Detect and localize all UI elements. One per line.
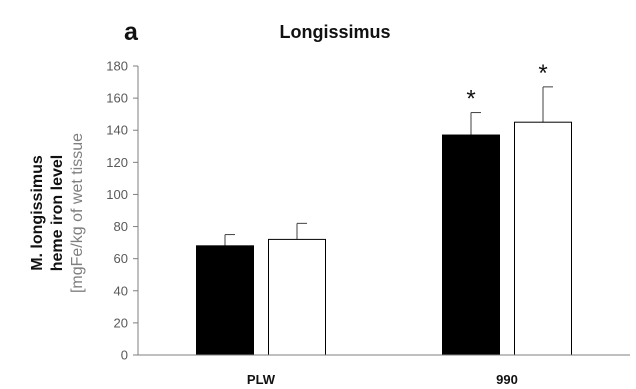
y-axis-title: M. longissimus heme iron level [mgFe/kg … [29,133,86,293]
y-tick-label: 120 [106,155,128,170]
bar [514,121,572,356]
y-axis-title-line-3: [mgFe/kg of wet tissue [69,133,86,293]
significance-marker: * [538,60,547,87]
y-tick-label: 140 [106,123,128,138]
y-tick-label: 160 [106,91,128,106]
y-tick-label: 100 [106,187,128,202]
chart-title: Longissimus [279,22,390,42]
y-axis: 0 20 40 60 80 100 120 140 160 180 [106,59,139,363]
x-tick-label: PLW [247,372,276,387]
y-tick-label: 80 [114,219,128,234]
y-tick-label: 60 [114,251,128,266]
bar [268,238,326,356]
bar [442,134,500,356]
y-tick-label: 0 [121,348,128,363]
bar [196,245,254,356]
x-axis: PLW 990 [138,354,630,387]
y-axis-title-line-2: heme iron level [49,155,66,272]
significance-marker: * [466,86,475,113]
y-tick-label: 40 [114,283,128,298]
y-axis-title-line-1: M. longissimus [29,155,46,271]
bars: ** [196,60,572,356]
y-tick-label: 20 [114,315,128,330]
y-tick-label: 180 [106,59,128,74]
x-tick-label: 990 [496,372,518,387]
panel-letter: a [124,18,139,46]
